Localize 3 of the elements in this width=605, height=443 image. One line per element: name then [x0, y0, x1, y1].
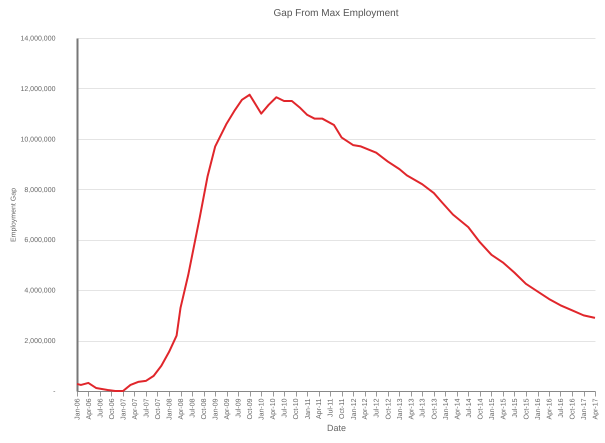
x-axis-title: Date [326, 422, 346, 433]
chart-title: Gap From Max Employment [273, 8, 399, 19]
line-series [76, 94, 596, 392]
